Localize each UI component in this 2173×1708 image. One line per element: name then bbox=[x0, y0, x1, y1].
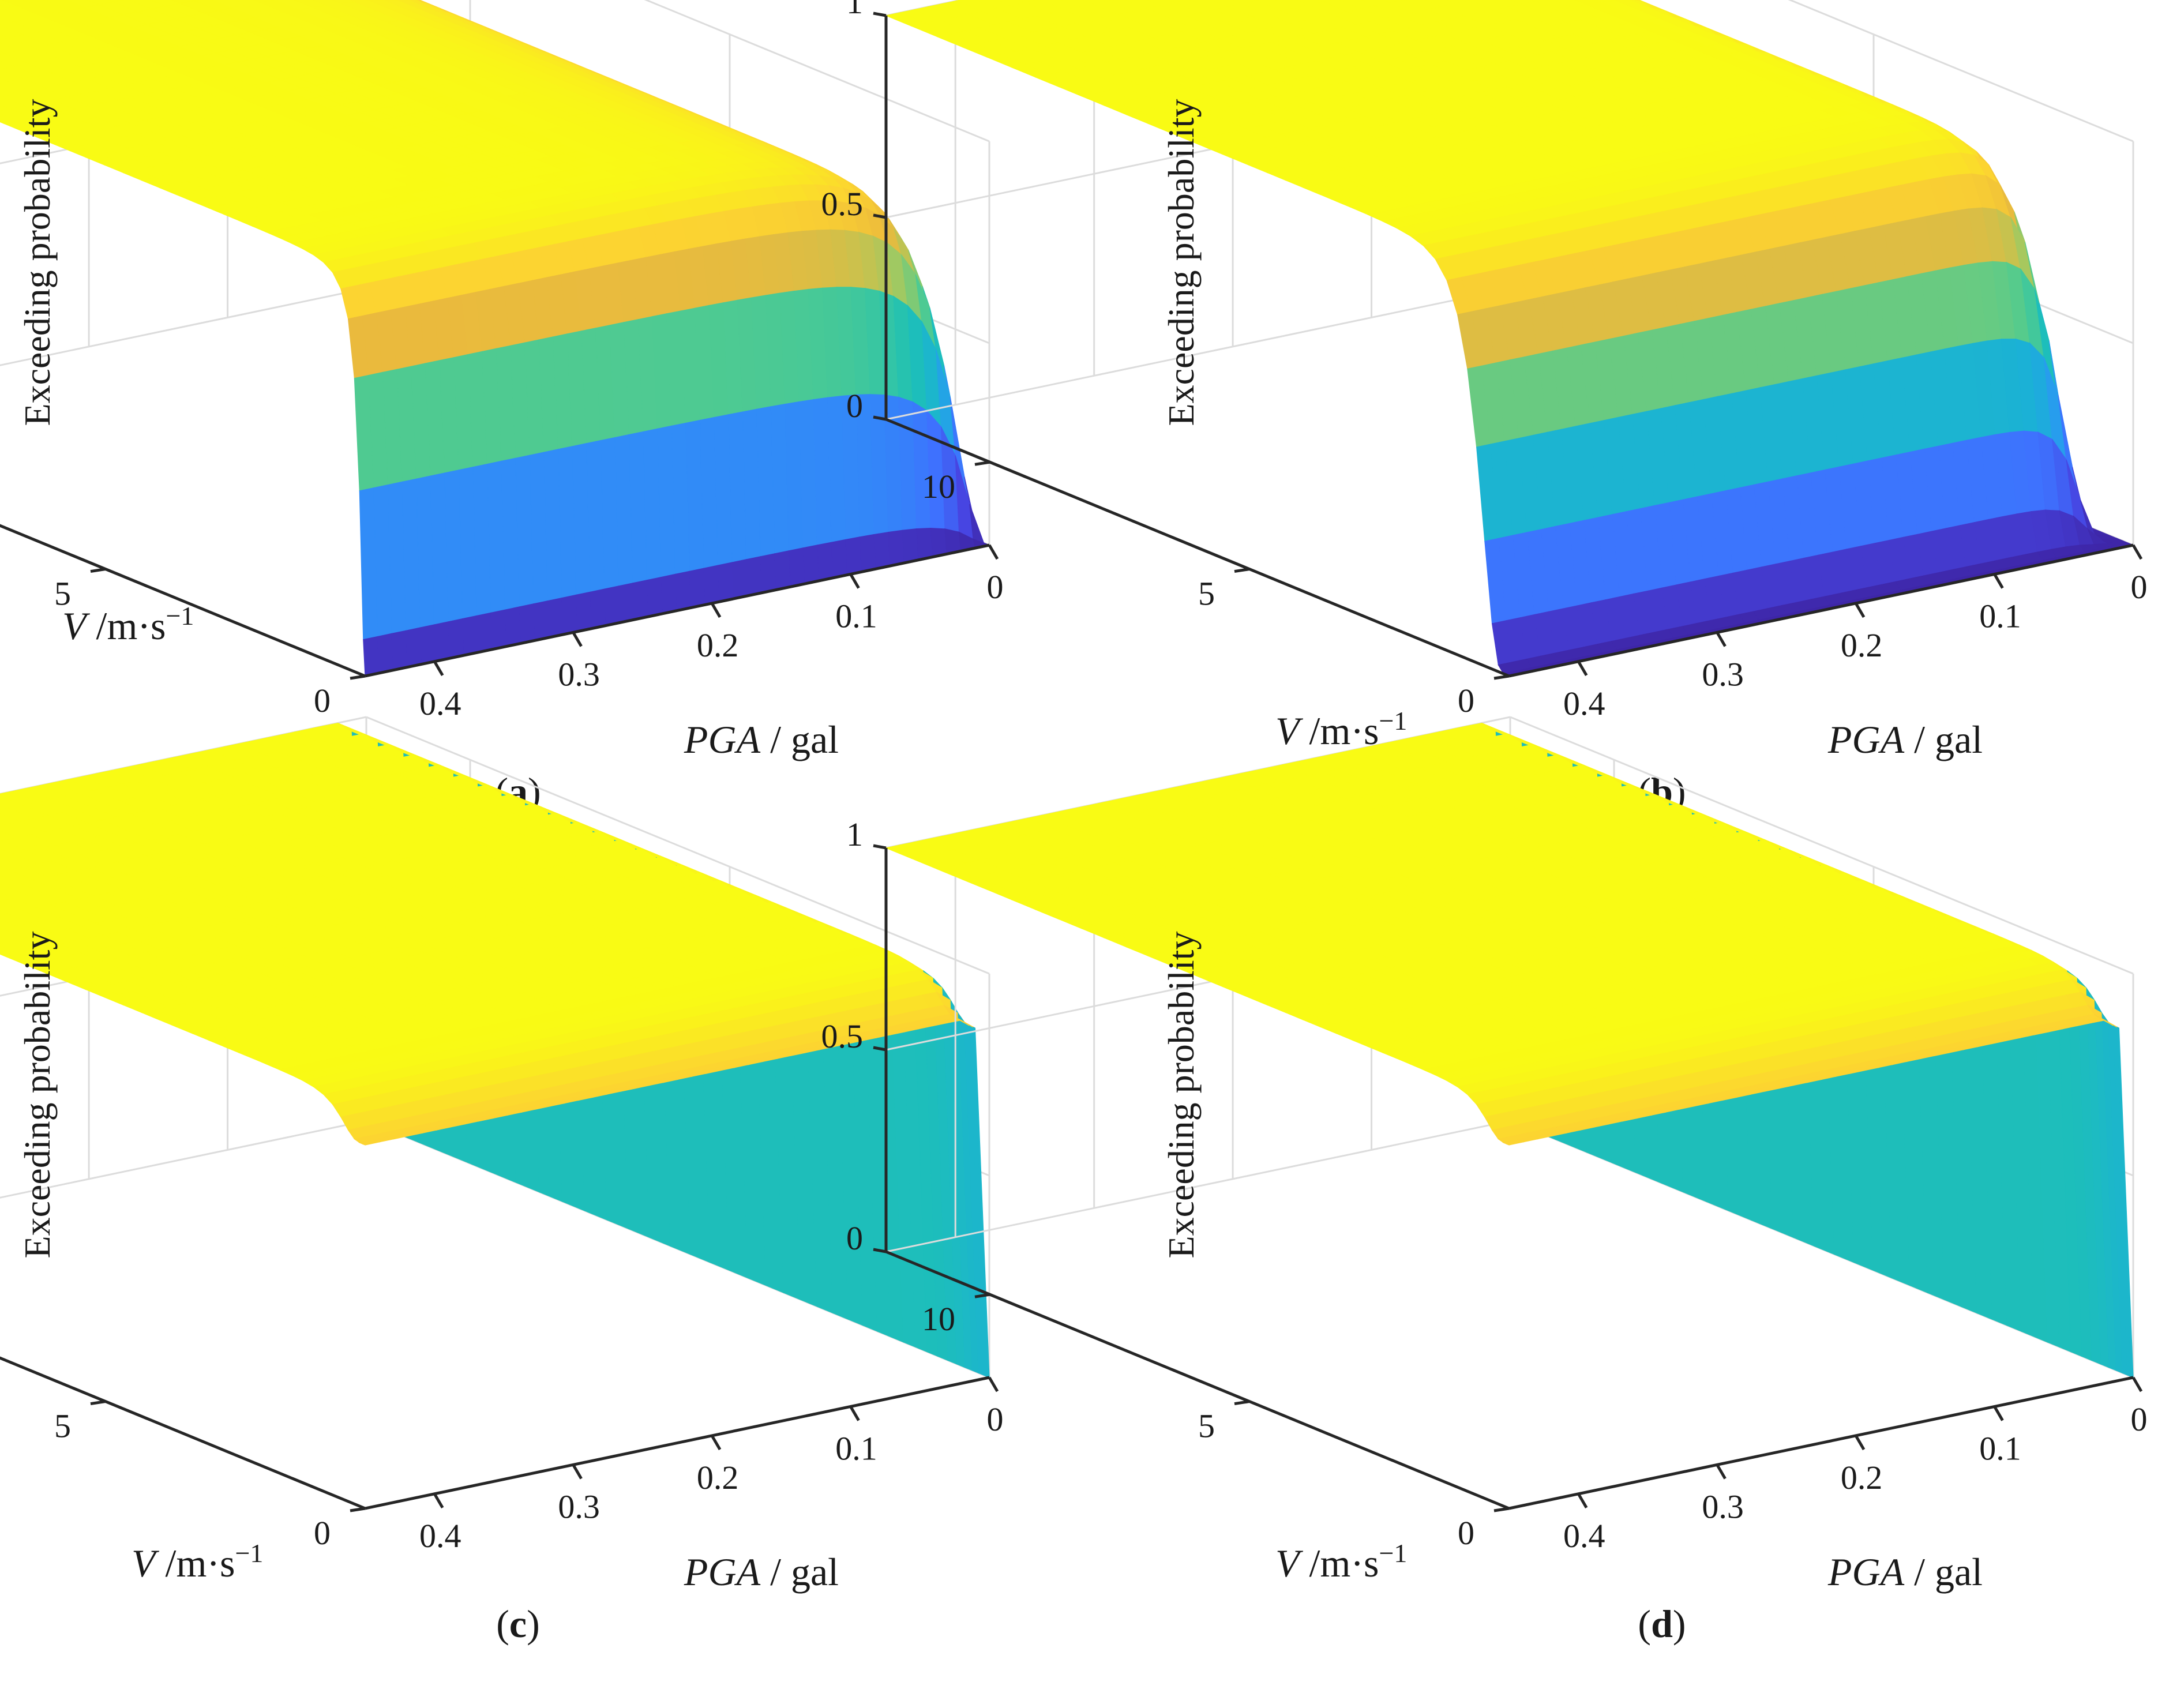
x-axis-label: PGA / gal bbox=[1827, 718, 1983, 761]
surface-cell bbox=[717, 562, 735, 602]
surface-cell bbox=[0, 77, 11, 84]
surface-cell bbox=[618, 583, 635, 623]
surface-cell bbox=[590, 588, 607, 629]
surface-cell bbox=[703, 565, 720, 605]
y-tick-label: 0 bbox=[1458, 682, 1474, 719]
surface-cell bbox=[845, 536, 862, 576]
surface-cell bbox=[363, 636, 380, 677]
z-tick-label: 0 bbox=[846, 387, 863, 425]
x-tick-label: 0.1 bbox=[835, 597, 877, 635]
surface-cell bbox=[448, 618, 465, 659]
x-tick-label: 0 bbox=[2131, 568, 2148, 606]
x-tick-label: 0.4 bbox=[419, 685, 461, 722]
surface-cell bbox=[689, 568, 706, 609]
surface-cell bbox=[916, 527, 933, 561]
surface-cell bbox=[604, 585, 621, 626]
z-tick-label: 0.5 bbox=[821, 185, 864, 223]
surface-cell bbox=[817, 542, 834, 581]
x-axis-label: PGA / gal bbox=[684, 718, 839, 761]
x-tick-label: 0.4 bbox=[1563, 685, 1605, 722]
z-axis-label: Exceeding probability bbox=[17, 99, 58, 426]
x-tick-label: 0.2 bbox=[697, 626, 739, 664]
surface-cell bbox=[547, 597, 564, 638]
z-tick-label: 1 bbox=[846, 0, 863, 21]
surface-cell bbox=[405, 627, 423, 668]
surface-cell bbox=[746, 556, 763, 596]
surface-cell bbox=[419, 624, 437, 665]
surface-cell bbox=[391, 630, 408, 671]
surface-cell bbox=[788, 547, 805, 587]
surface-cell bbox=[561, 594, 579, 635]
y-tick-label: 10 bbox=[922, 468, 955, 505]
surface-cell bbox=[675, 570, 692, 611]
surface-cell bbox=[576, 591, 593, 632]
surface-cell bbox=[873, 532, 891, 570]
x-tick-label: 0.3 bbox=[1702, 655, 1744, 693]
surface-cell bbox=[434, 621, 451, 662]
surface-cell bbox=[377, 633, 394, 674]
x-tick-label: 0.3 bbox=[558, 655, 600, 693]
surface-cell bbox=[519, 603, 536, 644]
surface-cell bbox=[802, 545, 820, 584]
x-tick-label: 0.2 bbox=[1841, 626, 1883, 664]
x-tick-label: 0.1 bbox=[1979, 597, 2021, 635]
z-axis-label: Exceeding probability bbox=[1161, 99, 1202, 426]
surface-cell bbox=[462, 615, 479, 656]
surface-cell bbox=[888, 530, 905, 566]
surface-cell bbox=[505, 606, 522, 647]
x-tick-label: 0 bbox=[987, 568, 1004, 606]
surface-cell bbox=[902, 528, 919, 564]
surface-cell bbox=[774, 550, 791, 591]
surface-cell bbox=[490, 609, 508, 650]
surface-cell bbox=[760, 553, 777, 594]
surface-cell bbox=[632, 579, 650, 620]
surface-cell bbox=[533, 600, 550, 641]
surface-cell bbox=[930, 527, 947, 558]
surface-cell bbox=[476, 612, 493, 653]
y-tick-label: 5 bbox=[1198, 575, 1215, 613]
surface-cell bbox=[831, 539, 848, 579]
y-tick-label: 0 bbox=[314, 682, 331, 719]
surface-a bbox=[0, 0, 991, 677]
surface-cell bbox=[660, 573, 678, 614]
surface-cell bbox=[859, 534, 876, 573]
surface-cell bbox=[731, 559, 749, 599]
surface-cell bbox=[646, 576, 664, 617]
